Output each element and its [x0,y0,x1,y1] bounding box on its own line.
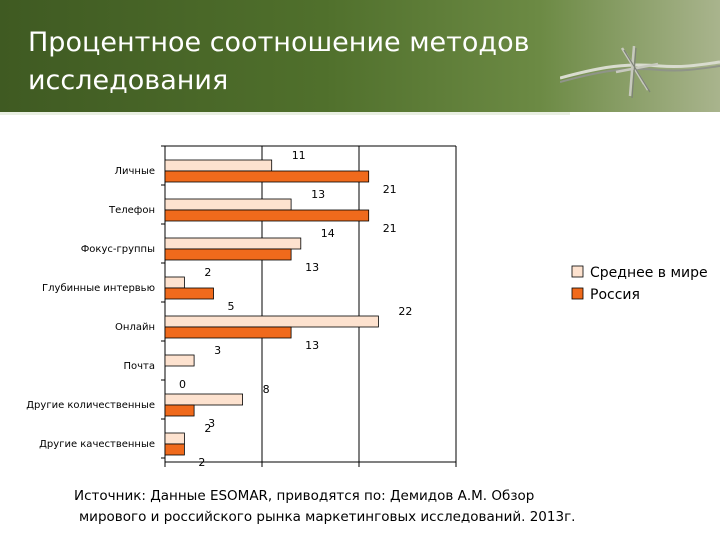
data-label: 11 [292,149,306,162]
category-label: Другие количественные [26,400,155,411]
bar-russia [164,326,292,339]
legend-swatch [571,265,584,278]
bar-russia [164,248,292,261]
category-label: Фокус-группы [81,244,155,255]
chart-bars [164,159,379,456]
data-label: 0 [179,378,186,391]
data-label: 14 [321,227,335,240]
chart-legend: Среднее в мире Россия [571,265,708,303]
bar-world [164,276,185,289]
source-line-1: Источник: Данные ESOMAR, приводятся по: … [74,488,535,504]
chart-category-labels: Личные Телефон Фокус-группы Глубинные интер… [26,166,155,450]
bar-chart: Личные Телефон Фокус-группы Глубинные интер… [26,145,708,469]
data-label: 5 [228,300,235,313]
bar-russia [164,209,370,222]
bar-russia [164,170,370,183]
data-label: 22 [398,305,412,318]
header-divider [0,112,570,115]
bar-world [164,198,292,211]
bar-world [164,354,195,367]
category-label: Телефон [108,205,155,216]
bar-world [164,393,243,406]
slide-header: Процентное соотношение методов исследова… [0,0,720,112]
data-label: 3 [214,344,221,357]
source-line-2: мирового и российского рынка маркетингов… [79,509,576,525]
bar-world [164,159,273,172]
category-label: Личные [114,166,155,177]
bar-russia [164,404,195,417]
bar-world [164,237,302,250]
data-label: 2 [204,266,211,279]
source-note: Источник: Данные ESOMAR, приводятся по: … [74,486,694,528]
category-label: Глубинные интервью [42,283,155,294]
data-label: 8 [263,383,270,396]
barbed-wire-image [560,45,720,99]
legend-label: Среднее в мире [590,265,708,281]
data-label: 2 [204,422,211,435]
category-label: Почта [124,361,156,372]
legend-swatch [571,287,584,300]
data-label: 13 [305,261,319,274]
data-label: 3 [208,417,215,430]
legend-label: Россия [590,287,640,303]
data-label: 2 [198,456,205,469]
category-label: Другие качественные [39,439,155,450]
bar-russia [164,287,214,300]
data-label: 13 [311,188,325,201]
data-label: 13 [305,339,319,352]
slide-title: Процентное соотношение методов исследова… [28,27,530,96]
bar-world [164,432,185,445]
bar-russia [164,443,185,456]
category-label: Онлайн [115,322,155,333]
data-label: 21 [383,222,397,235]
data-label: 21 [383,183,397,196]
bar-world [164,315,379,328]
